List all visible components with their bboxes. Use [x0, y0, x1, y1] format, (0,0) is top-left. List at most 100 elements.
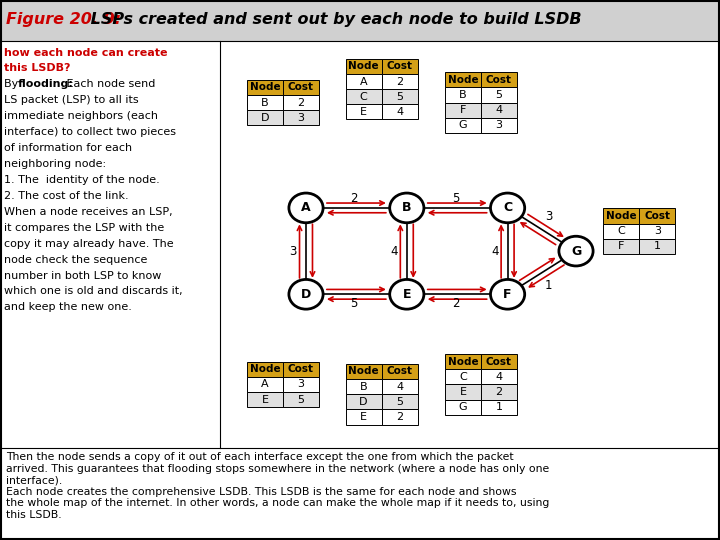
Text: 4: 4 — [396, 382, 403, 392]
FancyBboxPatch shape — [346, 409, 382, 424]
Text: Node: Node — [250, 364, 280, 374]
Text: C: C — [360, 92, 367, 102]
FancyBboxPatch shape — [382, 409, 418, 424]
FancyBboxPatch shape — [346, 104, 382, 119]
Text: it compares the LSP with the: it compares the LSP with the — [4, 222, 164, 233]
FancyBboxPatch shape — [247, 392, 283, 407]
Text: 3: 3 — [495, 120, 503, 130]
FancyBboxPatch shape — [247, 110, 283, 125]
Text: 2: 2 — [396, 412, 403, 422]
FancyBboxPatch shape — [382, 104, 418, 119]
Text: 2: 2 — [297, 98, 305, 107]
Text: this LSDB?: this LSDB? — [4, 63, 70, 73]
Text: interface) to collect two pieces: interface) to collect two pieces — [4, 127, 176, 137]
Text: LSPs created and sent out by each node to build LSDB: LSPs created and sent out by each node t… — [85, 12, 582, 28]
FancyBboxPatch shape — [481, 384, 517, 400]
Text: flooding:: flooding: — [18, 79, 74, 90]
FancyBboxPatch shape — [382, 379, 418, 394]
FancyBboxPatch shape — [445, 354, 481, 369]
Text: 3: 3 — [289, 245, 297, 258]
FancyBboxPatch shape — [445, 87, 481, 103]
FancyBboxPatch shape — [283, 392, 319, 407]
Text: 5: 5 — [452, 192, 459, 205]
Text: 5: 5 — [351, 297, 358, 310]
Text: Node: Node — [250, 83, 280, 92]
Text: G: G — [571, 245, 581, 258]
Text: 2: 2 — [495, 387, 503, 397]
FancyBboxPatch shape — [346, 59, 382, 74]
FancyBboxPatch shape — [445, 369, 481, 384]
Text: Cost: Cost — [486, 357, 512, 367]
Text: and keep the new one.: and keep the new one. — [4, 302, 132, 313]
FancyBboxPatch shape — [346, 74, 382, 89]
Text: 2: 2 — [452, 297, 459, 310]
Text: 2: 2 — [396, 77, 403, 86]
Text: 4: 4 — [390, 245, 397, 258]
FancyBboxPatch shape — [283, 377, 319, 392]
FancyBboxPatch shape — [603, 239, 639, 254]
Text: C: C — [459, 372, 467, 382]
FancyBboxPatch shape — [481, 72, 517, 87]
Text: B: B — [360, 382, 367, 392]
Text: 2. The cost of the link.: 2. The cost of the link. — [4, 191, 128, 201]
Text: A: A — [360, 77, 367, 86]
Text: neighboring node:: neighboring node: — [4, 159, 106, 169]
FancyBboxPatch shape — [445, 384, 481, 400]
Text: C: C — [503, 201, 512, 214]
Text: F: F — [618, 241, 624, 251]
Text: E: E — [402, 288, 411, 301]
FancyBboxPatch shape — [603, 224, 639, 239]
Text: 1: 1 — [654, 241, 661, 251]
Text: Cost: Cost — [288, 83, 314, 92]
Text: Node: Node — [348, 367, 379, 376]
Text: A: A — [261, 380, 269, 389]
Text: Cost: Cost — [288, 364, 314, 374]
Ellipse shape — [390, 193, 424, 222]
FancyBboxPatch shape — [247, 362, 283, 377]
Text: G: G — [459, 402, 467, 412]
FancyBboxPatch shape — [445, 72, 481, 87]
FancyBboxPatch shape — [382, 74, 418, 89]
FancyBboxPatch shape — [445, 103, 481, 118]
FancyBboxPatch shape — [382, 59, 418, 74]
FancyBboxPatch shape — [247, 95, 283, 110]
Text: which one is old and discards it,: which one is old and discards it, — [4, 286, 182, 296]
Text: B: B — [402, 201, 412, 214]
Text: immediate neighbors (each: immediate neighbors (each — [4, 111, 158, 122]
FancyBboxPatch shape — [0, 0, 720, 40]
Text: 3: 3 — [297, 113, 305, 123]
Text: Node: Node — [348, 62, 379, 71]
Text: Node: Node — [448, 357, 478, 367]
Ellipse shape — [390, 280, 424, 309]
Text: C: C — [618, 226, 625, 236]
FancyBboxPatch shape — [481, 87, 517, 103]
Text: Cost: Cost — [486, 75, 512, 85]
FancyBboxPatch shape — [603, 208, 639, 224]
Text: how each node can create: how each node can create — [4, 48, 167, 58]
FancyBboxPatch shape — [247, 377, 283, 392]
FancyBboxPatch shape — [247, 80, 283, 95]
Text: F: F — [503, 288, 512, 301]
FancyBboxPatch shape — [481, 400, 517, 415]
Text: LS packet (LSP) to all its: LS packet (LSP) to all its — [4, 95, 138, 105]
Text: E: E — [360, 412, 367, 422]
Text: Cost: Cost — [644, 211, 670, 221]
Ellipse shape — [490, 193, 525, 222]
Text: Cost: Cost — [387, 367, 413, 376]
FancyBboxPatch shape — [283, 362, 319, 377]
FancyBboxPatch shape — [382, 394, 418, 409]
Text: copy it may already have. The: copy it may already have. The — [4, 239, 174, 249]
Text: 1. The  identity of the node.: 1. The identity of the node. — [4, 175, 159, 185]
Ellipse shape — [289, 193, 323, 222]
Text: number in both LSP to know: number in both LSP to know — [4, 271, 161, 281]
FancyBboxPatch shape — [445, 118, 481, 133]
Text: Each node send: Each node send — [63, 79, 155, 90]
Text: B: B — [459, 90, 467, 100]
Text: Node: Node — [606, 211, 636, 221]
Text: D: D — [261, 113, 269, 123]
FancyBboxPatch shape — [481, 354, 517, 369]
Text: 5: 5 — [495, 90, 503, 100]
FancyBboxPatch shape — [346, 379, 382, 394]
Ellipse shape — [289, 280, 323, 309]
FancyBboxPatch shape — [346, 394, 382, 409]
